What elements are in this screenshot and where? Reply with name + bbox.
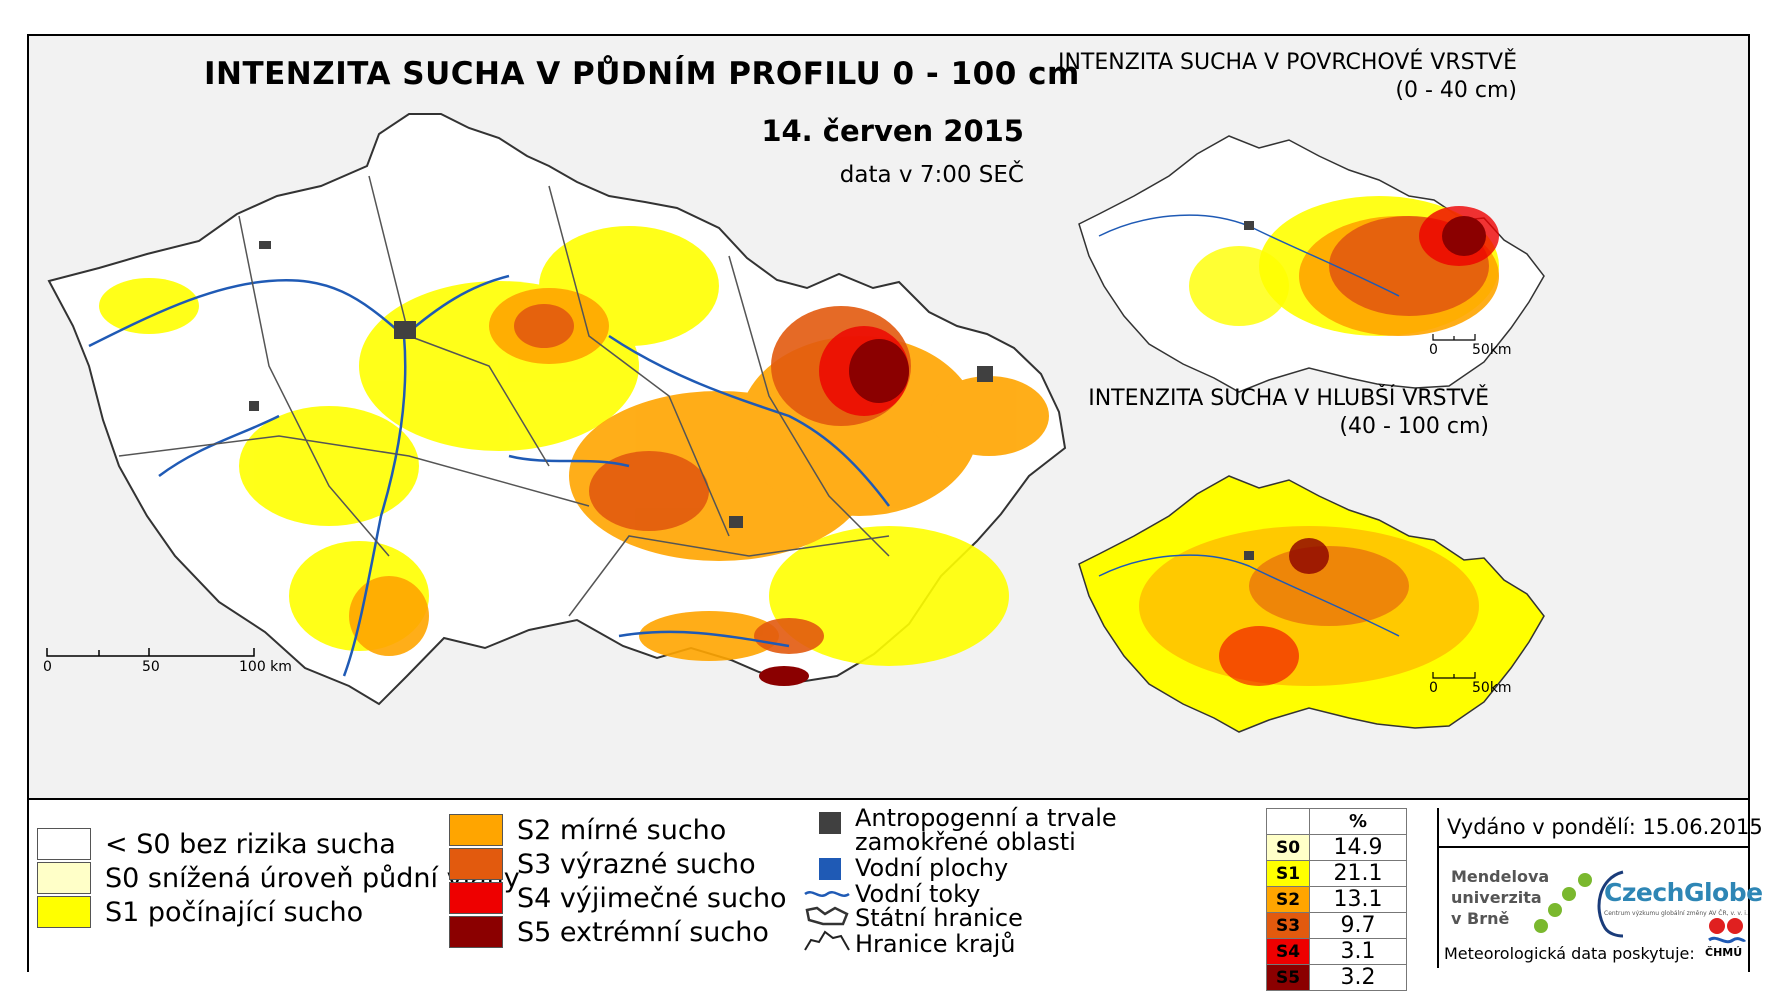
legend-label: S4 výjimečné sucho xyxy=(517,882,787,914)
drought-stats-table: % S0 14.9 S1 21.1 S2 13.1 S3 9.7 S4 3.1 xyxy=(1266,808,1407,991)
legend-label: S5 extrémní sucho xyxy=(517,916,769,948)
legend-label: S3 výrazné sucho xyxy=(517,848,756,880)
legend-item-s2: S2 mírné sucho xyxy=(449,814,726,846)
czechglobe-arc-icon xyxy=(1597,870,1624,938)
legend-item-s3: S3 výrazné sucho xyxy=(449,848,756,880)
main-scale-tick-100: 100 km xyxy=(239,659,292,675)
drought-maps xyxy=(46,113,1545,733)
legend-item-s4: S4 výjimečné sucho xyxy=(449,882,787,914)
table-class-cell: S0 xyxy=(1266,834,1310,861)
legend-swatch xyxy=(449,916,503,948)
legend-label: S2 mírné sucho xyxy=(517,814,727,846)
table-value-cell: 21.1 xyxy=(1309,860,1407,887)
legend-swatch xyxy=(449,882,503,914)
czechglobe-logo: CzechGlobe xyxy=(1604,878,1763,907)
table-row: S1 21.1 xyxy=(1266,860,1407,887)
legend-label: S1 počínající sucho xyxy=(105,896,364,928)
surface-scale-tick-0: 0 xyxy=(1429,342,1438,358)
deep-scale-tick-0: 0 xyxy=(1429,680,1438,696)
issued-date: Vydáno v pondělí: 15.06.2015 xyxy=(1437,808,1763,848)
main-scale-bar xyxy=(46,648,255,657)
mendel-line-1: Mendelova xyxy=(1451,867,1550,886)
table-class-cell: S5 xyxy=(1266,964,1310,991)
legend-item-no-drought: < S0 bez rizika sucha xyxy=(37,828,396,860)
logo-panel: Mendelova univerzita v Brně CzechGlobe C… xyxy=(1437,848,1763,968)
legend-swatch xyxy=(449,814,503,846)
legend-swatch xyxy=(37,862,91,894)
deep-inset-depth: (40 - 100 cm) xyxy=(1339,414,1489,439)
mendel-line-2: univerzita xyxy=(1451,888,1542,907)
legend-swatch xyxy=(37,828,91,860)
deep-inset-title: INTENZITA SUCHA V HLUBŠÍ VRSTVĚ xyxy=(1088,386,1489,411)
table-header-row: % xyxy=(1266,808,1407,835)
table-row: S2 13.1 xyxy=(1266,886,1407,913)
legend-anthropogenic-label-2: zamokřené oblasti xyxy=(855,828,1076,856)
legend-label: < S0 bez rizika sucha xyxy=(105,828,396,860)
map-frame: INTENZITA SUCHA V PŮDNÍM PROFILU 0 - 100… xyxy=(27,34,1763,991)
legend-item-s0: S0 snížená úroveň půdní vláhy xyxy=(37,862,520,894)
deep-scale-bar xyxy=(1432,672,1476,679)
urban-areas xyxy=(249,241,993,528)
surface-inset-title: INTENZITA SUCHA V POVRCHOVÉ VRSTVĚ xyxy=(1057,50,1517,75)
chmu-logo-icon xyxy=(1708,918,1747,944)
main-drought-map xyxy=(48,113,1066,705)
chmu-logo-text: ČHMÚ xyxy=(1705,946,1743,959)
mendel-dots-icon xyxy=(1534,873,1592,933)
main-map-title: INTENZITA SUCHA V PŮDNÍM PROFILU 0 - 100… xyxy=(204,56,1080,92)
legend-swatch xyxy=(37,896,91,928)
main-map-date: 14. červen 2015 xyxy=(761,114,1024,148)
state-border-icon xyxy=(805,906,849,926)
legend-state-border-label: Státní hranice xyxy=(855,904,1023,932)
legend-item-s1: S1 počínající sucho xyxy=(37,896,363,928)
legend-water-bodies-label: Vodní plochy xyxy=(855,854,1009,882)
meteo-provider-text: Meteorologická data poskytuje: xyxy=(1444,944,1695,963)
table-class-cell: S1 xyxy=(1266,860,1310,887)
main-scale-tick-0: 0 xyxy=(43,659,52,675)
table-value-cell: 13.1 xyxy=(1309,886,1407,913)
legend-item-s5: S5 extrémní sucho xyxy=(449,916,769,948)
table-row: S4 3.1 xyxy=(1266,938,1407,965)
table-class-cell: S4 xyxy=(1266,938,1310,965)
legend-anthropogenic-label: Antropogenní a trvale xyxy=(855,804,1117,832)
table-row: S3 9.7 xyxy=(1266,912,1407,939)
table-row: S0 14.9 xyxy=(1266,834,1407,861)
surface-inset-map xyxy=(1078,135,1545,393)
blue-square-icon xyxy=(819,858,841,880)
table-row: S5 3.2 xyxy=(1266,964,1407,991)
table-header-cell xyxy=(1266,808,1310,835)
deep-scale-tick-50: 50km xyxy=(1472,680,1512,696)
table-value-cell: 14.9 xyxy=(1309,834,1407,861)
table-class-cell: S3 xyxy=(1266,912,1310,939)
region-border-icon xyxy=(804,930,850,951)
table-class-cell: S2 xyxy=(1266,886,1310,913)
table-header-percent: % xyxy=(1309,808,1407,835)
table-value-cell: 3.1 xyxy=(1309,938,1407,965)
deep-inset-map xyxy=(1078,475,1545,733)
legend-area: < S0 bez rizika sucha S0 snížená úroveň … xyxy=(29,798,1763,991)
region-borders xyxy=(118,175,890,617)
surface-scale-tick-50: 50km xyxy=(1472,342,1512,358)
river-line-icon xyxy=(804,891,850,897)
legend-swatch xyxy=(449,848,503,880)
dark-square-icon xyxy=(819,812,841,834)
table-value-cell: 3.2 xyxy=(1309,964,1407,991)
map-area: INTENZITA SUCHA V PŮDNÍM PROFILU 0 - 100… xyxy=(29,36,1748,798)
table-value-cell: 9.7 xyxy=(1309,912,1407,939)
mendel-line-3: v Brně xyxy=(1451,909,1510,928)
legend-region-border-label: Hranice krajů xyxy=(855,930,1016,958)
surface-inset-depth: (0 - 40 cm) xyxy=(1395,78,1517,103)
drought-s4-s5-zones xyxy=(759,326,909,686)
main-scale-tick-50: 50 xyxy=(142,659,160,675)
czechglobe-subtitle: Centrum výzkumu globální změny AV ČR, v.… xyxy=(1604,910,1748,917)
mendel-university-logo: Mendelova univerzita v Brně xyxy=(1451,866,1549,929)
main-map-time-note: data v 7:00 SEČ xyxy=(839,162,1024,188)
surface-scale-bar xyxy=(1432,334,1476,341)
legend-rivers-label: Vodní toky xyxy=(855,880,981,908)
